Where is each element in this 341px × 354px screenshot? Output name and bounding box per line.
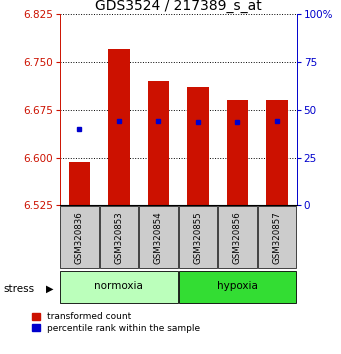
Bar	[266, 100, 288, 205]
Bar	[108, 49, 130, 205]
Bar	[139, 206, 178, 268]
Text: GSM320854: GSM320854	[154, 211, 163, 264]
Text: GSM320836: GSM320836	[75, 211, 84, 264]
Text: GSM320856: GSM320856	[233, 211, 242, 264]
Bar	[218, 206, 256, 268]
Text: normoxia: normoxia	[94, 281, 143, 291]
Bar	[60, 271, 178, 303]
Text: ▶: ▶	[46, 284, 53, 293]
Bar	[60, 206, 99, 268]
Bar	[179, 206, 217, 268]
Text: GSM320855: GSM320855	[193, 211, 203, 264]
Bar	[179, 271, 296, 303]
Bar	[100, 206, 138, 268]
Bar	[187, 87, 209, 205]
Bar	[258, 206, 296, 268]
Legend: transformed count, percentile rank within the sample: transformed count, percentile rank withi…	[32, 313, 200, 333]
Text: GSM320857: GSM320857	[272, 211, 281, 264]
Text: GSM320853: GSM320853	[115, 211, 123, 264]
Bar	[69, 162, 90, 205]
Title: GDS3524 / 217389_s_at: GDS3524 / 217389_s_at	[95, 0, 262, 13]
Bar	[148, 81, 169, 205]
Bar	[226, 100, 248, 205]
Text: stress: stress	[3, 284, 34, 293]
Text: hypoxia: hypoxia	[217, 281, 258, 291]
